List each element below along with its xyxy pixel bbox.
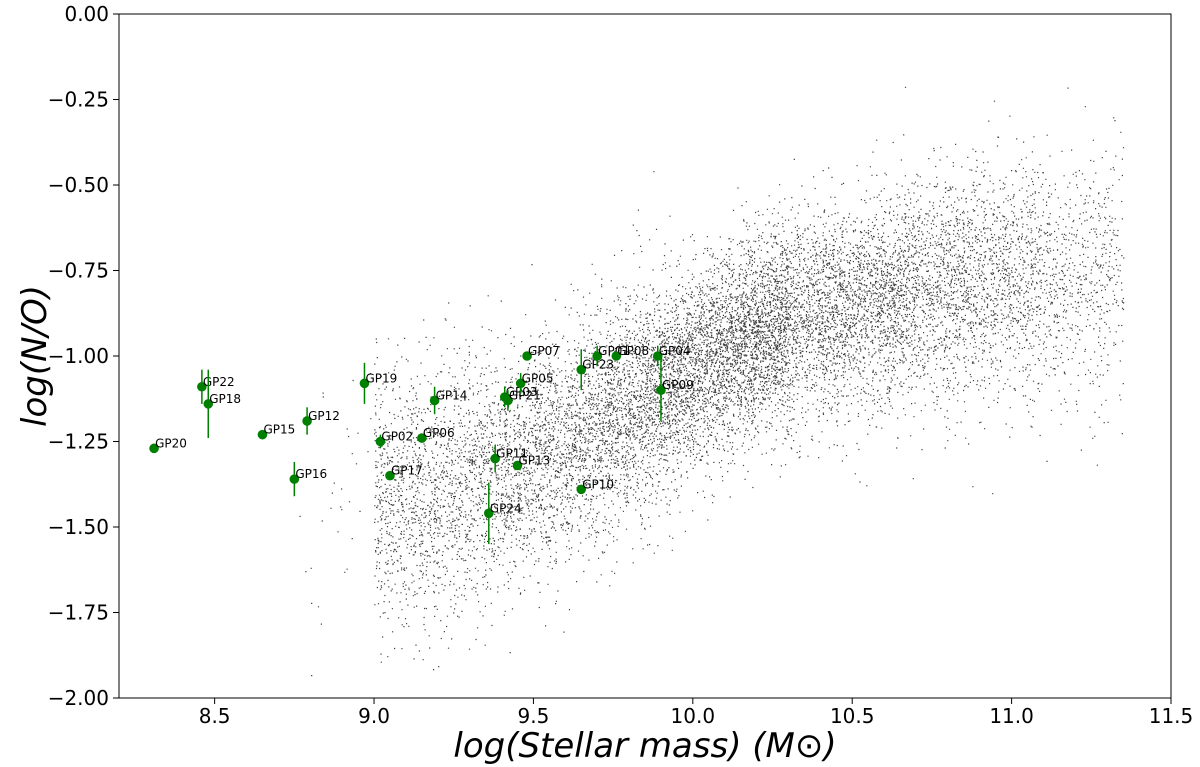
gp-label: GP23 <box>582 358 614 372</box>
gp-marker <box>515 378 526 389</box>
x-tick-label: 9.5 <box>518 704 550 728</box>
y-axis-title: log(N/O) <box>15 285 55 427</box>
gp-marker <box>576 364 587 375</box>
gp-marker <box>512 460 523 471</box>
gp-marker <box>385 470 395 481</box>
gp-label: GP21 <box>509 388 541 402</box>
gp-point: GP19 <box>359 362 397 404</box>
gp-point: GP10 <box>576 477 614 495</box>
gp-marker <box>652 351 663 361</box>
gp-point: GP12 <box>302 407 340 435</box>
gp-label: GP04 <box>659 344 691 358</box>
gp-point: GP13 <box>512 453 550 471</box>
x-axis-title: log(Stellar mass) (M⊙) <box>453 726 836 766</box>
gp-point: GP17 <box>385 464 423 481</box>
gp-marker <box>302 416 312 426</box>
gp-label: GP18 <box>209 392 241 406</box>
gp-label: GP24 <box>490 501 522 515</box>
gp-label: GP17 <box>391 464 423 478</box>
gp-point: GP14 <box>429 386 468 415</box>
gp-label: GP15 <box>263 423 295 437</box>
gp-label: GP07 <box>528 344 560 358</box>
x-tick-label: 10.0 <box>671 704 716 728</box>
gp-marker <box>149 443 159 454</box>
gp-label: GP08 <box>617 344 649 358</box>
gp-marker <box>576 484 587 495</box>
gp-point: GP21 <box>503 388 541 411</box>
y-axis: 0.00 −0.25 −0.50 −0.75 −1.00 −1.25 −1.50 −1.75 −… <box>48 2 119 710</box>
gp-label: GP06 <box>423 426 455 440</box>
gp-marker <box>592 351 602 361</box>
gp-marker <box>203 399 214 409</box>
x-tick-label: 11.5 <box>1149 704 1194 728</box>
gp-label: GP01 <box>598 344 630 358</box>
gp-label: GP20 <box>155 436 187 450</box>
y-tick-label: −1.75 <box>48 601 109 625</box>
y-tick-label: −0.75 <box>48 259 109 283</box>
gp-point: GP06 <box>417 426 455 443</box>
gp-point: GP22 <box>197 369 235 404</box>
gp-marker <box>522 351 532 361</box>
cloud-dots <box>299 86 1125 677</box>
gp-label: GP19 <box>365 371 397 385</box>
gp-point: GP02 <box>375 430 413 449</box>
x-tick-label: 9.0 <box>358 704 390 728</box>
y-tick-label: −0.50 <box>48 173 109 197</box>
gp-marker <box>375 436 386 447</box>
gp-point: GP16 <box>289 462 327 497</box>
y-tick-label: −1.50 <box>48 515 109 539</box>
gp-label: GP05 <box>522 371 554 385</box>
background-galaxy-cloud <box>299 86 1125 677</box>
gp-label: GP02 <box>381 430 413 444</box>
gp-point: GP07 <box>522 344 560 361</box>
gp-point: GP11 <box>490 444 528 473</box>
gp-label: GP10 <box>582 477 614 491</box>
gp-point: GP15 <box>257 423 295 440</box>
gp-label: GP13 <box>518 453 550 467</box>
gp-marker <box>359 378 370 389</box>
gp-marker <box>490 453 500 464</box>
y-tick-label: 0.00 <box>64 2 109 26</box>
gp-label: GP14 <box>436 388 468 402</box>
gp-point: GP09 <box>656 359 694 421</box>
gp-marker <box>483 508 494 519</box>
gp-label: GP12 <box>308 409 340 423</box>
gp-marker <box>611 351 622 361</box>
x-tick-label: 11.0 <box>989 704 1034 728</box>
y-tick-label: −2.00 <box>48 686 109 710</box>
x-axis: 8.5 9.0 9.5 10.0 10.5 11.0 11.5 <box>199 698 1194 728</box>
gp-marker <box>257 429 268 440</box>
x-tick-label: 10.5 <box>830 704 875 728</box>
gp-label: GP03 <box>506 385 538 399</box>
y-tick-label: −1.00 <box>48 344 109 368</box>
gp-marker <box>503 395 513 406</box>
gp-label: GP16 <box>295 467 327 481</box>
gp-point: GP04 <box>652 344 691 367</box>
x-tick-label: 8.5 <box>199 704 231 728</box>
gp-marker <box>197 381 207 392</box>
gp-marker <box>417 433 427 443</box>
gp-point: GP08 <box>611 344 649 361</box>
gp-marker <box>656 385 666 396</box>
gp-label: GP22 <box>203 375 235 389</box>
gp-point: GP01 <box>592 344 630 367</box>
gp-point: GP18 <box>203 369 241 439</box>
y-tick-label: −0.25 <box>48 88 109 112</box>
y-tick-label: −1.25 <box>48 430 109 454</box>
gp-point: GP23 <box>576 349 614 391</box>
gp-label: GP09 <box>662 378 694 392</box>
gp-point: GP24 <box>483 482 522 545</box>
gp-label: GP11 <box>496 447 528 461</box>
gp-marker <box>429 395 440 406</box>
gp-point: GP20 <box>149 436 187 454</box>
gp-marker <box>289 474 300 484</box>
gp-points: GP20 GP22 GP18 GP15 GP12 GP16 GP19 GP02 GP17 GP06… <box>149 344 694 545</box>
gp-point: GP05 <box>515 371 554 394</box>
